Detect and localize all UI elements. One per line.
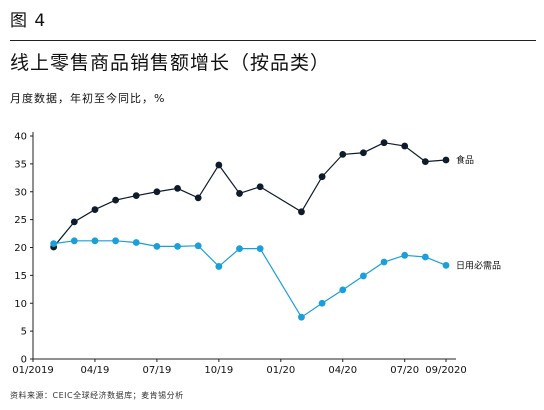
- series-daily-necessities: 日用必需品: [50, 237, 501, 321]
- x-tick-label: 04/19: [81, 365, 110, 376]
- data-point: [298, 208, 305, 216]
- series-line: [53, 240, 447, 319]
- data-point: [153, 242, 161, 250]
- x-tick-label: 01/20: [266, 365, 295, 376]
- data-point: [91, 237, 99, 245]
- x-axis: 01/2019 04/19 07/19 10/19 01/20 04/20 07/20 09/…: [12, 358, 467, 376]
- data-point: [339, 150, 347, 158]
- y-tick-label: 5: [21, 327, 27, 338]
- x-tick-label: 07/20: [390, 365, 419, 376]
- data-point: [174, 242, 181, 250]
- x-tick-label: 04/20: [328, 365, 357, 376]
- source-note: 资料来源：CEIC全球经济数据库；麦肯锡分析: [10, 391, 184, 400]
- y-tick-label: 35: [14, 159, 27, 170]
- data-point: [132, 239, 140, 246]
- y-tick-label: 30: [14, 187, 27, 198]
- y-axis: 0 5 10 15 20 25 30 35 40: [14, 132, 34, 366]
- data-point: [236, 245, 243, 253]
- data-point: [153, 188, 161, 196]
- data-point: [380, 258, 388, 266]
- data-point: [256, 183, 264, 191]
- figure-label: 图 4: [10, 11, 47, 31]
- data-point: [112, 237, 119, 245]
- y-tick-label: 10: [14, 299, 27, 310]
- data-point: [380, 139, 388, 147]
- y-tick-label: 15: [14, 271, 27, 282]
- series-label: 食品: [456, 154, 474, 166]
- data-point: [194, 242, 202, 250]
- data-point: [256, 245, 264, 253]
- chart-title: 线上零售商品销售额增长（按品类）: [10, 52, 331, 74]
- data-point: [401, 142, 409, 150]
- x-tick-label: 10/19: [204, 365, 233, 376]
- y-tick-label: 20: [14, 243, 27, 254]
- data-point: [50, 240, 58, 247]
- data-point: [215, 161, 223, 169]
- header-rule: [10, 40, 536, 41]
- data-point: [215, 263, 223, 270]
- series-label: 日用必需品: [456, 259, 501, 271]
- data-point: [339, 286, 347, 294]
- data-point: [194, 194, 202, 202]
- data-point: [442, 156, 450, 164]
- x-tick-label: 07/19: [142, 365, 171, 376]
- data-point: [360, 272, 367, 280]
- data-point: [91, 206, 99, 213]
- data-point: [174, 185, 181, 192]
- data-point: [236, 190, 243, 197]
- series-food: 食品: [50, 139, 474, 251]
- series-line: [53, 142, 447, 248]
- y-tick-label: 0: [21, 355, 27, 366]
- data-point: [70, 237, 78, 245]
- data-point: [298, 313, 305, 321]
- data-point: [112, 196, 119, 204]
- data-point: [132, 192, 140, 200]
- data-point: [360, 149, 367, 157]
- data-point: [442, 261, 450, 269]
- x-tick-label: 09/2020: [425, 365, 467, 376]
- x-tick-label: 01/2019: [12, 365, 54, 376]
- data-point: [401, 251, 409, 259]
- data-point: [421, 158, 429, 166]
- data-point: [421, 253, 429, 261]
- data-point: [318, 173, 326, 181]
- y-tick-label: 40: [14, 132, 27, 143]
- data-point: [70, 218, 78, 226]
- y-tick-label: 25: [14, 215, 27, 226]
- data-point: [318, 299, 326, 307]
- chart-subtitle: 月度数据，年初至今同比，%: [10, 92, 166, 105]
